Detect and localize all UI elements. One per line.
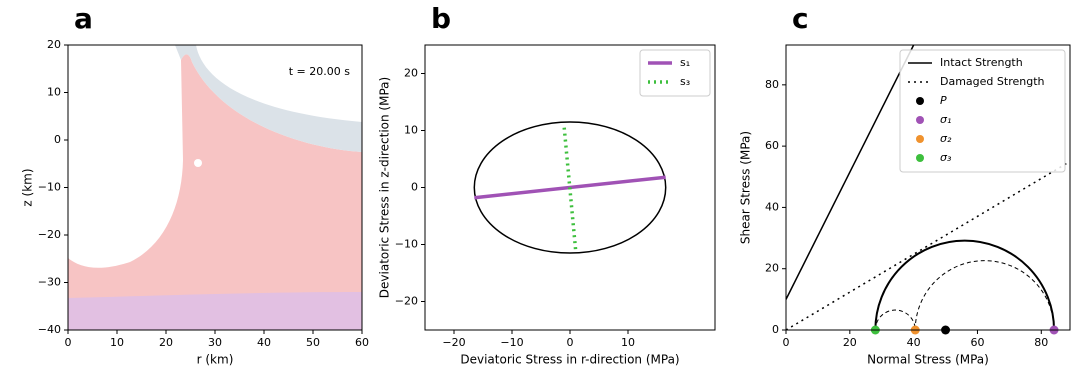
y-tick-label: −20 bbox=[395, 295, 418, 308]
y-tick-label: −20 bbox=[38, 228, 61, 241]
x-tick-label: 0 bbox=[65, 336, 72, 349]
x-tick-label: 0 bbox=[783, 336, 790, 349]
y-tick-label: 0 bbox=[772, 323, 779, 336]
y-tick-label: 20 bbox=[47, 38, 61, 51]
legend-box bbox=[639, 49, 711, 97]
legend-label: s₁ bbox=[680, 56, 690, 69]
legend-label: s₃ bbox=[680, 75, 690, 88]
x-tick-label: 0 bbox=[567, 336, 574, 349]
stress-ellipse bbox=[473, 121, 667, 254]
x-tick-label: −10 bbox=[500, 336, 523, 349]
axes-frame bbox=[67, 44, 363, 331]
x-tick-label: 60 bbox=[355, 336, 369, 349]
panel-label: a bbox=[74, 2, 93, 35]
strength-line bbox=[785, 44, 915, 300]
legend-label: Damaged Strength bbox=[940, 75, 1045, 88]
damaged-region bbox=[68, 54, 362, 331]
legend-box bbox=[899, 49, 1066, 173]
y-tick-label: 10 bbox=[404, 124, 418, 137]
x-tick-label: 10 bbox=[110, 336, 124, 349]
mohr-circle bbox=[874, 309, 916, 331]
x-tick-label: 30 bbox=[208, 336, 222, 349]
y-tick-label: 0 bbox=[54, 133, 61, 146]
x-axis-label: r (km) bbox=[197, 353, 234, 367]
legend-label: σ₃ bbox=[940, 151, 952, 164]
y-tick-label: 10 bbox=[47, 86, 61, 99]
y-tick-label: 20 bbox=[765, 262, 779, 275]
y-tick-label: 60 bbox=[765, 139, 779, 152]
simulation-field bbox=[68, 45, 362, 331]
axes-frame bbox=[785, 44, 1071, 331]
mantle-region bbox=[68, 292, 362, 330]
principal-axis bbox=[562, 127, 578, 253]
ejecta-band bbox=[175, 45, 362, 152]
legend-marker bbox=[916, 116, 924, 124]
legend-marker bbox=[916, 97, 924, 105]
y-axis-label: Shear Stress (MPa) bbox=[739, 131, 753, 244]
panel-label: b bbox=[431, 2, 451, 35]
panel-label: c bbox=[792, 2, 809, 35]
tracer-point bbox=[194, 159, 202, 167]
y-tick-label: 0 bbox=[411, 181, 418, 194]
legend-label: P bbox=[940, 94, 947, 107]
y-tick-label: 80 bbox=[765, 78, 779, 91]
x-tick-label: 20 bbox=[843, 336, 857, 349]
y-axis-label: z (km) bbox=[21, 168, 35, 206]
legend-label: Intact Strength bbox=[940, 56, 1023, 69]
y-tick-label: −10 bbox=[395, 238, 418, 251]
x-tick-label: 10 bbox=[621, 336, 635, 349]
legend-marker bbox=[916, 135, 924, 143]
axes-frame bbox=[424, 44, 716, 331]
y-tick-label: −40 bbox=[38, 323, 61, 336]
x-tick-label: 20 bbox=[159, 336, 173, 349]
annotation: t = 20.00 s bbox=[289, 65, 351, 78]
strength-line bbox=[785, 160, 1071, 331]
x-axis-label: Normal Stress (MPa) bbox=[867, 353, 989, 367]
x-tick-label: 60 bbox=[970, 336, 984, 349]
legend-label: σ₂ bbox=[940, 132, 952, 145]
x-tick-label: 40 bbox=[257, 336, 271, 349]
x-tick-label: 50 bbox=[306, 336, 320, 349]
y-tick-label: 40 bbox=[765, 200, 779, 213]
y-tick-label: −10 bbox=[38, 181, 61, 194]
y-axis-label: Deviatoric Stress in z-direction (MPa) bbox=[378, 77, 392, 298]
x-axis-label: Deviatoric Stress in r-direction (MPa) bbox=[460, 353, 679, 367]
y-tick-label: −30 bbox=[38, 276, 61, 289]
y-tick-label: 20 bbox=[404, 67, 418, 80]
x-tick-label: 80 bbox=[1034, 336, 1048, 349]
x-tick-label: 40 bbox=[907, 336, 921, 349]
mohr-circle bbox=[874, 240, 1056, 331]
legend-label: σ₁ bbox=[940, 113, 951, 126]
mohr-circle bbox=[914, 260, 1055, 331]
x-tick-label: −20 bbox=[442, 336, 465, 349]
legend-marker bbox=[916, 154, 924, 162]
